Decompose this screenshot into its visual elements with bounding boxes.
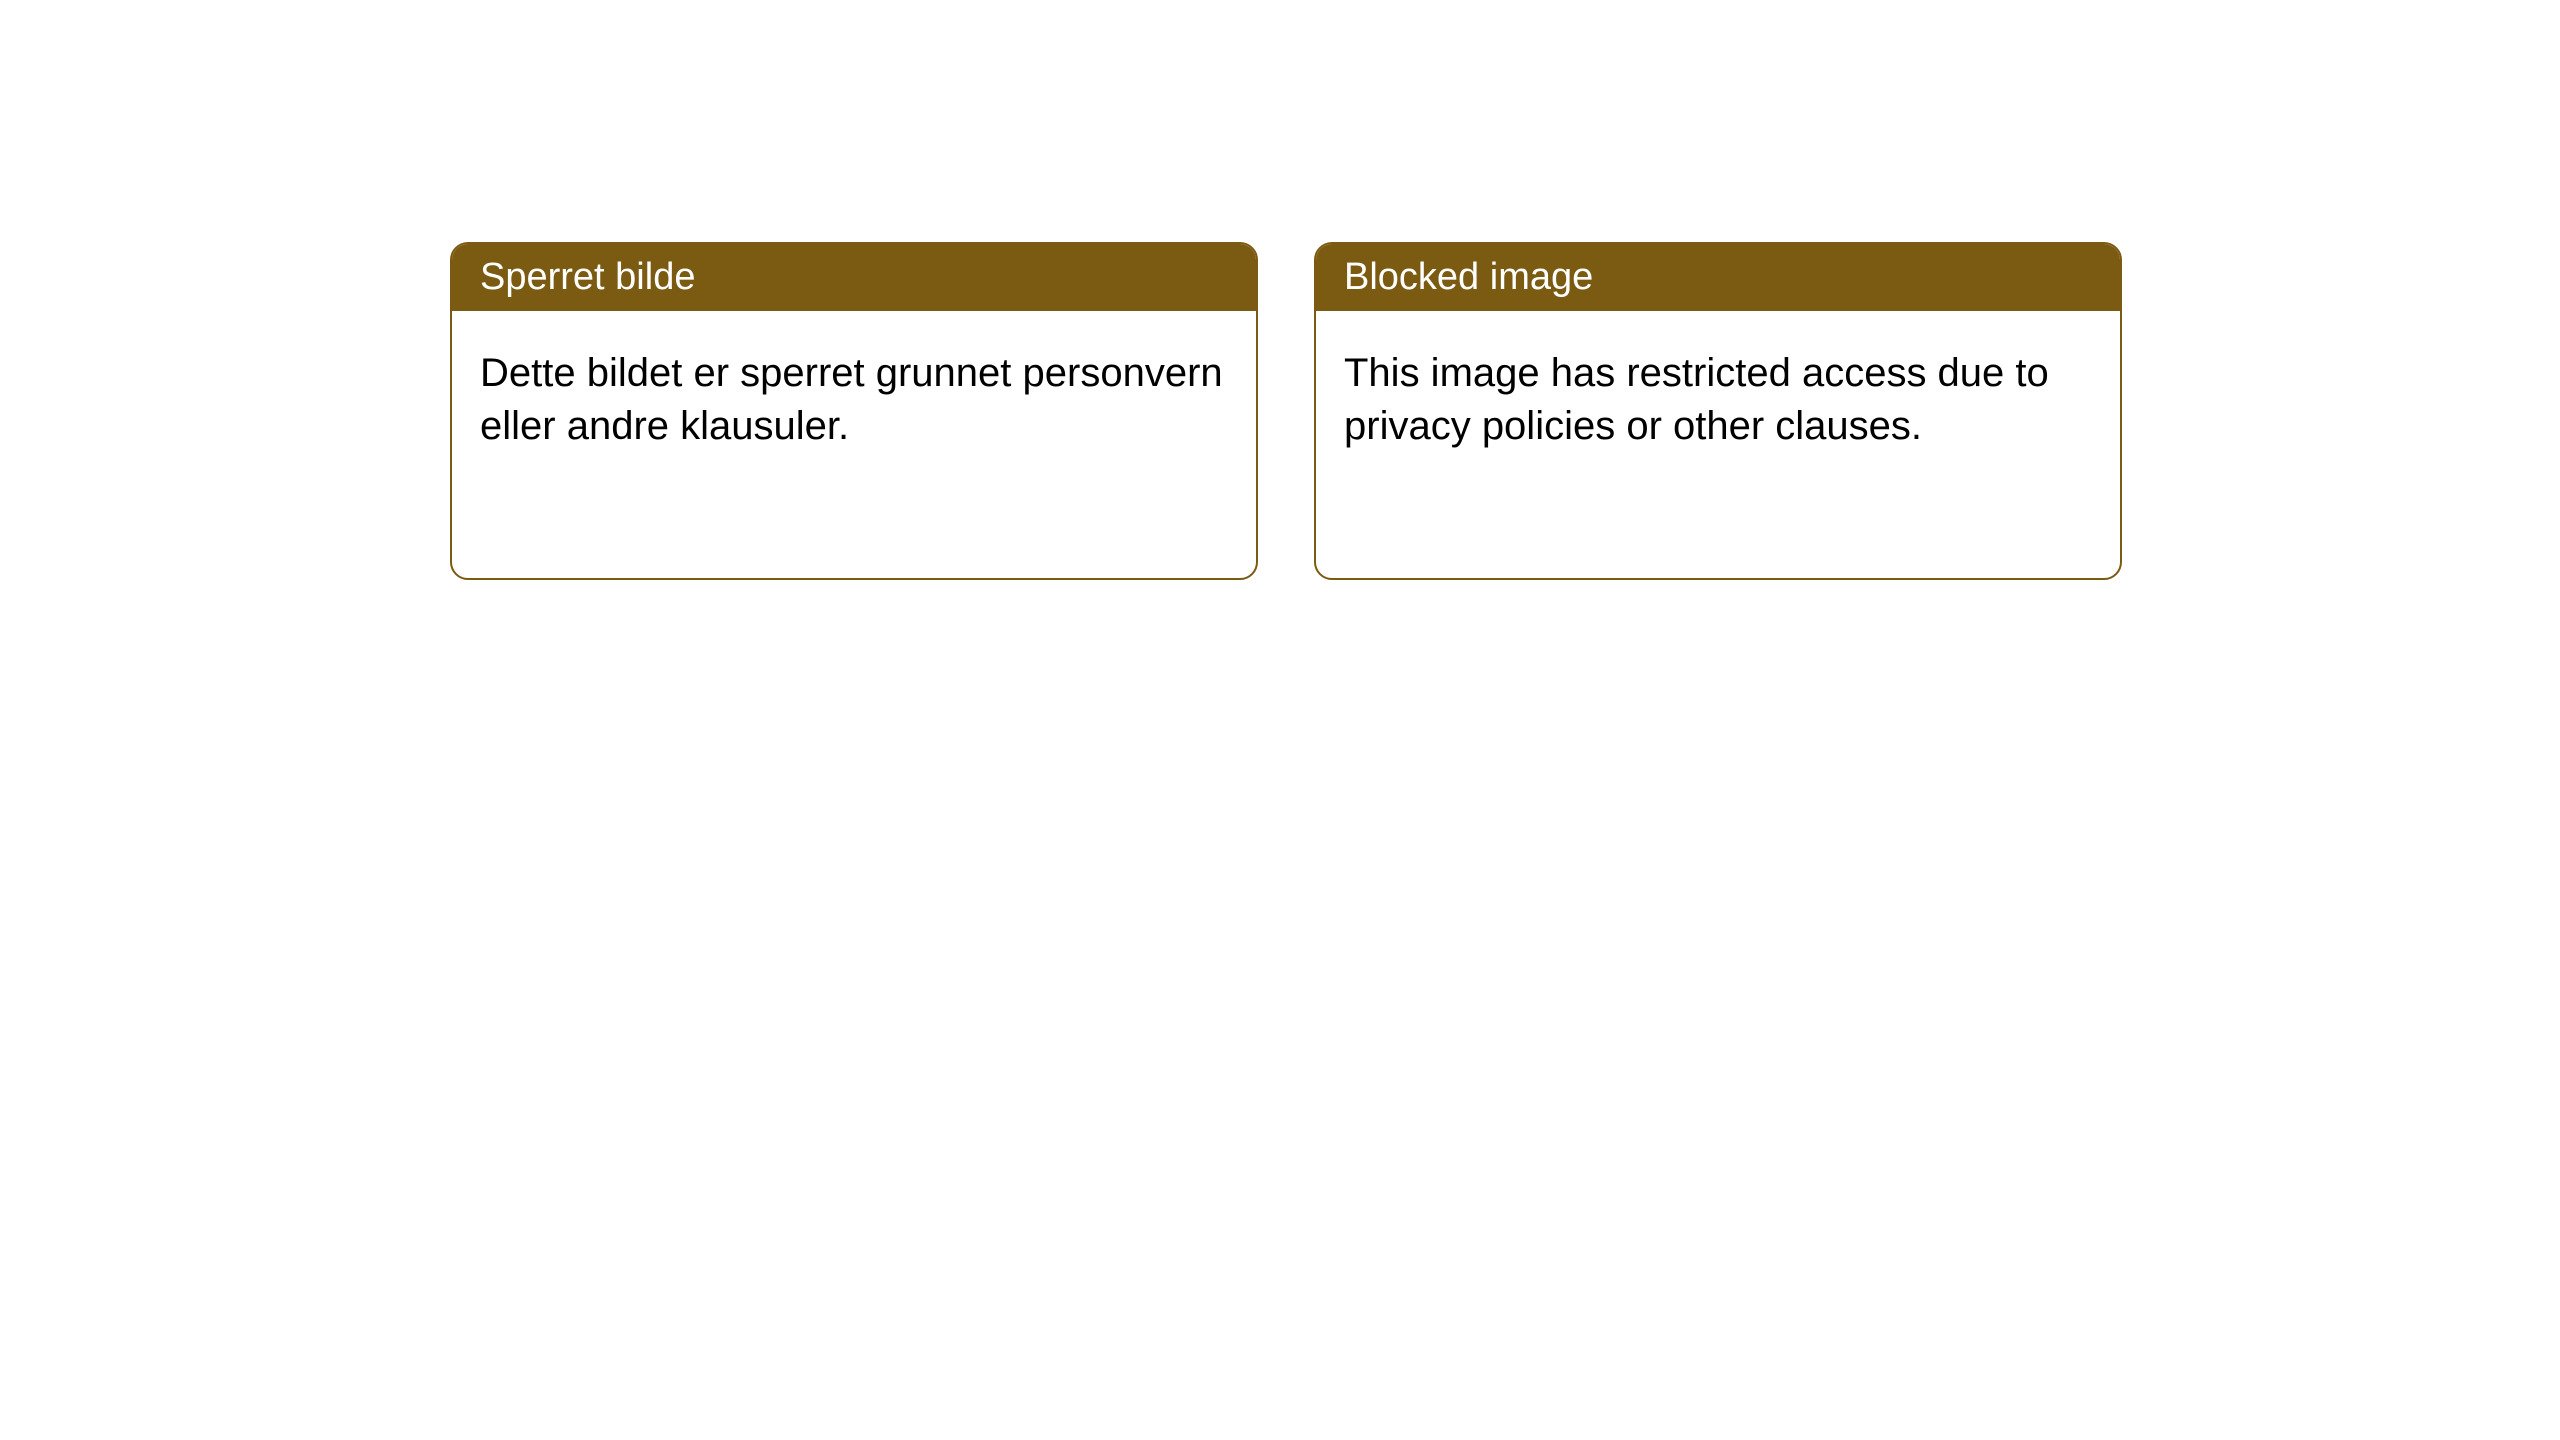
- notice-body-text: Dette bildet er sperret grunnet personve…: [480, 351, 1223, 448]
- notice-card-english: Blocked image This image has restricted …: [1314, 242, 2122, 580]
- notice-title: Sperret bilde: [480, 256, 695, 298]
- notice-body: This image has restricted access due to …: [1316, 311, 2120, 489]
- notice-body: Dette bildet er sperret grunnet personve…: [452, 311, 1256, 489]
- notice-container: Sperret bilde Dette bildet er sperret gr…: [450, 242, 2122, 580]
- notice-body-text: This image has restricted access due to …: [1344, 351, 2049, 448]
- notice-header: Sperret bilde: [452, 244, 1256, 311]
- notice-header: Blocked image: [1316, 244, 2120, 311]
- notice-card-norwegian: Sperret bilde Dette bildet er sperret gr…: [450, 242, 1258, 580]
- notice-title: Blocked image: [1344, 256, 1593, 298]
